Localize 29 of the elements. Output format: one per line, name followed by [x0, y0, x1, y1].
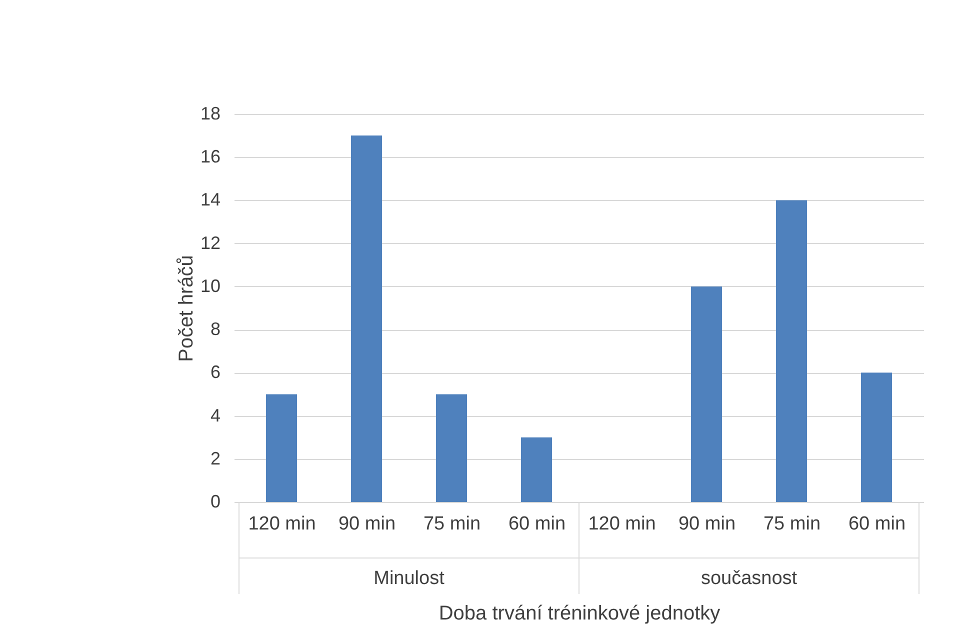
y-tick-label: 4 — [210, 405, 220, 426]
bar — [691, 286, 722, 502]
y-tick-label: 18 — [200, 104, 220, 124]
text: současnost — [700, 568, 798, 589]
bar — [266, 394, 297, 502]
y-tick-label: 14 — [200, 190, 220, 210]
text: Minulost — [374, 568, 446, 589]
bar — [351, 136, 382, 502]
y-tick-label: 6 — [210, 362, 220, 382]
x-tick-label: 90 min — [338, 514, 396, 534]
y-axis-title: Počet hráčů — [175, 255, 198, 362]
x-tick-label: 60 min — [508, 514, 566, 534]
x-tick-label: 60 min — [848, 514, 906, 534]
y-tick-label: 10 — [200, 276, 220, 296]
bar — [776, 200, 807, 502]
y-tick-label: 0 — [210, 492, 220, 512]
x-tick-label: 90 min — [678, 514, 736, 534]
x-tick-label: 120 min — [588, 514, 656, 534]
y-tick-label: 12 — [200, 232, 220, 253]
bar — [861, 372, 892, 502]
x-tick-label: 75 min — [763, 514, 821, 534]
bar — [436, 394, 467, 502]
bar — [521, 437, 552, 502]
y-tick-label: 2 — [210, 448, 220, 468]
x-tick-label: 75 min — [423, 514, 481, 534]
y-tick-label: 16 — [200, 146, 220, 167]
x-axis-title: Doba trvání tréninkové jednotky — [438, 602, 720, 624]
y-tick-label: 8 — [210, 319, 220, 340]
x-tick-label: 120 min — [248, 514, 316, 534]
